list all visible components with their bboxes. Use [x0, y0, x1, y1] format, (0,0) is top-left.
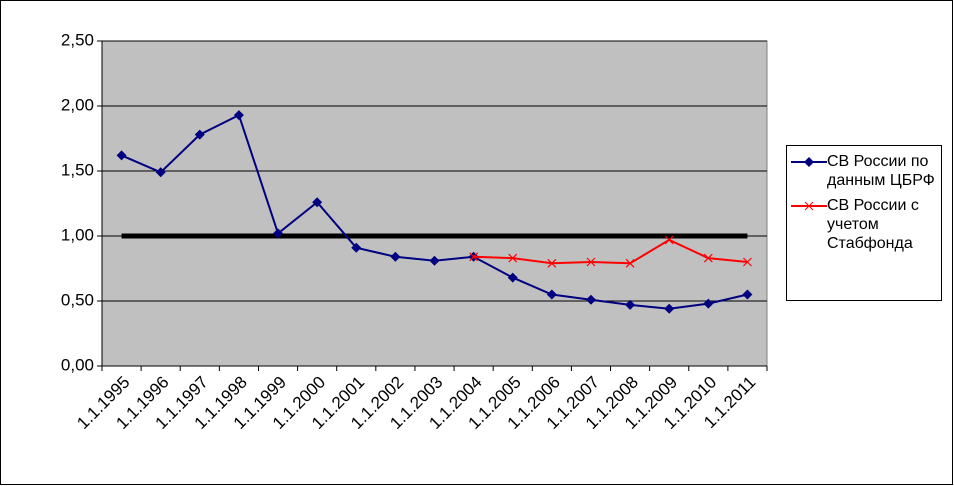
- data-point: [546, 289, 557, 300]
- data-point: [194, 129, 205, 140]
- data-point: [116, 150, 127, 161]
- legend-label: СВ России по данным ЦБРФ: [827, 153, 935, 189]
- legend-marker: [804, 157, 814, 167]
- data-point: [429, 255, 440, 266]
- data-point: [703, 253, 713, 263]
- legend: СВ России по данным ЦБРФ СВ России с учет…: [786, 145, 942, 301]
- data-point: [664, 235, 674, 245]
- y-tick-label: 1,50: [61, 160, 94, 179]
- legend-item: СВ России по данным ЦБРФ: [791, 152, 937, 190]
- legend-marker: [804, 201, 814, 211]
- data-point: [703, 298, 714, 309]
- data-point: [507, 272, 518, 283]
- data-point: [742, 289, 753, 300]
- data-point: [743, 257, 752, 267]
- legend-swatch: [791, 201, 827, 211]
- data-point: [351, 242, 362, 253]
- y-tick-label: 1,00: [61, 225, 94, 244]
- y-tick-label: 0,50: [61, 290, 94, 309]
- data-point: [625, 299, 636, 310]
- data-point: [585, 294, 596, 305]
- data-point: [625, 258, 635, 268]
- y-tick-label: 0,00: [61, 355, 94, 374]
- data-point: [155, 167, 166, 178]
- data-point: [390, 251, 401, 262]
- data-point: [312, 197, 323, 208]
- y-tick-label: 2,00: [61, 95, 94, 114]
- data-point: [273, 228, 284, 239]
- plot-area: [101, 40, 768, 367]
- data-point: [547, 258, 557, 268]
- y-tick-label: 2,50: [61, 30, 94, 49]
- legend-label: СВ России с учетом Стабфонда: [827, 197, 919, 252]
- legend-swatch: [791, 157, 827, 167]
- data-point: [469, 252, 479, 262]
- data-point: [233, 110, 244, 121]
- data-point: [664, 303, 675, 314]
- series-line: [473, 238, 748, 265]
- legend-item: СВ России с учетом Стабфонда: [791, 196, 937, 253]
- data-point: [586, 257, 596, 267]
- data-point: [508, 253, 518, 263]
